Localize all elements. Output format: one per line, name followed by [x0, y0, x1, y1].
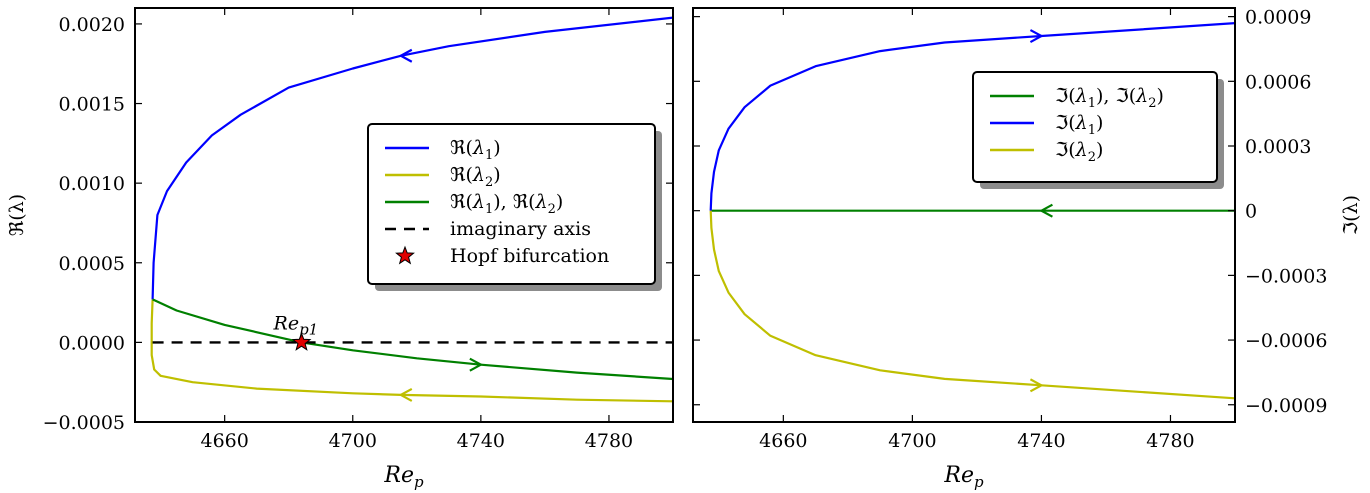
- series-line-2: [150, 299, 673, 403]
- marker-annotation: Rep1​: [273, 312, 319, 338]
- direction-arrow-1: [1039, 203, 1053, 218]
- y-tick-label: −0.0003: [1245, 265, 1327, 287]
- hopf-bifurcation-marker: [291, 331, 312, 351]
- series-line-3: [152, 298, 673, 381]
- x-axis-label: Rep​: [943, 463, 984, 491]
- direction-arrow-2: [1029, 29, 1044, 43]
- series-line-1: [151, 16, 673, 300]
- y-tick-label: 0.0009: [1245, 7, 1311, 29]
- x-tick-label: 4660: [200, 430, 248, 452]
- legend-label: ℜ(λ1​): [450, 137, 501, 163]
- legend-marker: [395, 245, 415, 265]
- y-tick-label: −0.0009: [1245, 395, 1327, 417]
- y-tick-label: 0: [1245, 201, 1257, 223]
- plot-area: [150, 16, 673, 403]
- y-axis-label: ℜ(λ): [6, 194, 28, 236]
- series-line-3: [709, 210, 1235, 400]
- x-tick-label: 4700: [888, 430, 936, 452]
- x-axis-label: Rep​: [383, 463, 424, 491]
- x-tick-label: 4740: [457, 430, 505, 452]
- y-tick-label: 0.0015: [59, 94, 125, 116]
- x-tick-label: 4700: [329, 430, 377, 452]
- x-tick-label: 4780: [585, 430, 633, 452]
- plot-panel-2: 4660 4700 4740 4780 −0.0009 −0.0006 −0.0003 0 0.…: [692, 7, 1362, 491]
- x-tick-label: 4660: [759, 430, 807, 452]
- legend-label: Hopf bifurcation: [450, 245, 609, 267]
- plot-panel-1: Rep1​ 4660 4700 4740 4780 −0.0005 0.0000 0.0005…: [6, 7, 674, 491]
- y-tick-label: −0.0006: [1245, 330, 1327, 352]
- y-tick-label: 0.0000: [59, 332, 125, 354]
- y-tick-label: 0.0020: [59, 14, 125, 36]
- y-tick-label: −0.0005: [43, 412, 125, 434]
- y-tick-label: 0.0010: [59, 173, 125, 195]
- legend-box: [367, 123, 656, 285]
- direction-arrow-1: [398, 48, 413, 63]
- direction-arrow-3: [469, 357, 484, 372]
- axes-frame: [134, 7, 674, 423]
- y-tick-label: 0.0006: [1245, 71, 1311, 93]
- direction-arrow-3: [1029, 378, 1044, 393]
- y-axis-label: ℑ(λ): [1340, 195, 1362, 235]
- legend-label: ℜ(λ1​), ℜ(λ2​): [450, 191, 563, 217]
- y-tick-label: 0.0003: [1245, 136, 1311, 158]
- legend-label: ℜ(λ2​): [450, 164, 501, 190]
- plot-area: [709, 22, 1235, 400]
- x-tick-label: 4780: [1146, 430, 1194, 452]
- axes-frame: [692, 7, 1236, 423]
- legend-box: [972, 71, 1218, 183]
- legend-label: ℑ(λ1​): [1055, 112, 1103, 138]
- y-tick-label: 0.0005: [59, 253, 125, 275]
- x-tick-label: 4740: [1017, 430, 1065, 452]
- legend-label: imaginary axis: [450, 218, 591, 240]
- legend-label: ℑ(λ1​), ℑ(λ2​): [1055, 85, 1164, 111]
- legend: ℜ(λ1​)ℜ(λ2​)ℜ(λ1​), ℜ(λ2​)imaginary axis…: [367, 123, 662, 291]
- legend: ℑ(λ1​), ℑ(λ2​)ℑ(λ1​)ℑ(λ2​): [972, 71, 1224, 189]
- direction-arrow-2: [398, 387, 413, 402]
- legend-label: ℑ(λ2​): [1055, 139, 1103, 165]
